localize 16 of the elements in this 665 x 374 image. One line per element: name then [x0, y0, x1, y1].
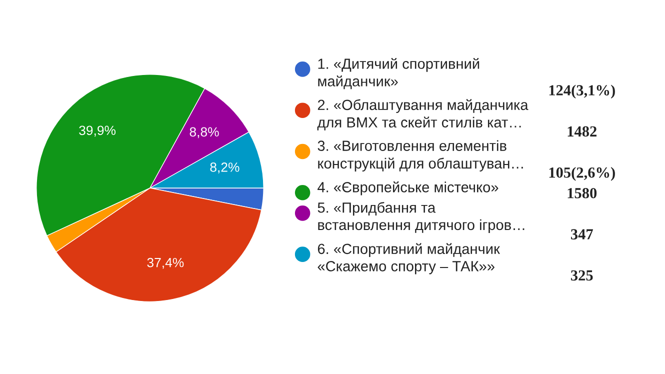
legend-label: 3. «Виготовлення елементів конструкцій для облаштуван… [318, 140, 523, 172]
legend-label: 6. «Спортивний майданчик «Скажемо спорту – ТАК»» [318, 243, 500, 274]
data-label: 8,2% [210, 162, 240, 174]
text: 347 [570, 229, 593, 240]
legend-label: 5. «Придбання та встановлення дитячого ігров… [318, 202, 524, 233]
text: 105(2,6%) [549, 166, 615, 181]
text: 325 [570, 270, 593, 281]
legend-label: 4. «Європейське містечко» [318, 181, 498, 196]
text: 124(3,1%) [549, 84, 615, 99]
legend-label: 1. «Дитячий спортивний майданчик» [318, 58, 480, 90]
text: 1482 [568, 126, 596, 137]
data-label: 37,4% [147, 258, 184, 269]
data-label: 8,8% [190, 127, 219, 138]
text: 1580 [568, 188, 597, 198]
legend-label: 2. «Облаштування майданчика для BMX та скейт стилів кат… [317, 99, 528, 130]
data-label: 39,9% [79, 126, 116, 137]
